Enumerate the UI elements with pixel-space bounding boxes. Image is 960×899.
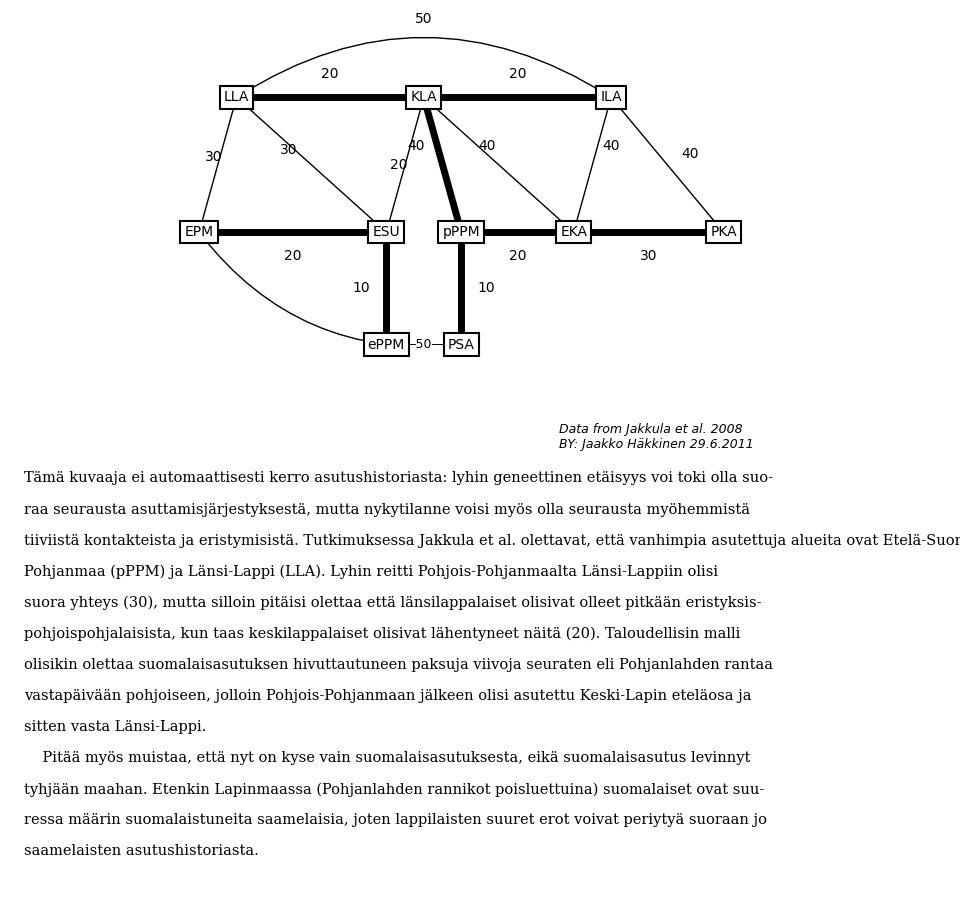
Text: 30: 30 [205,150,223,165]
Text: 40: 40 [681,147,699,161]
Text: 30: 30 [280,143,298,156]
Text: sitten vasta Länsi-Lappi.: sitten vasta Länsi-Lappi. [24,720,206,734]
Text: 40: 40 [479,139,496,153]
Text: saamelaisten asutushistoriasta.: saamelaisten asutushistoriasta. [24,844,259,859]
Text: ILA: ILA [600,91,622,104]
Text: tiiviistä kontakteista ja eristymisistä. Tutkimuksessa Jakkula et al. olettavat,: tiiviistä kontakteista ja eristymisistä.… [24,534,960,548]
Text: suora yhteys (30), mutta silloin pitäisi olettaa että länsilappalaiset olisivat : suora yhteys (30), mutta silloin pitäisi… [24,596,761,610]
Text: vastapäivään pohjoiseen, jolloin Pohjois-Pohjanmaan jälkeen olisi asutettu Keski: vastapäivään pohjoiseen, jolloin Pohjois… [24,689,752,703]
Text: raa seurausta asuttamisjärjestyksestä, mutta nykytilanne voisi myös olla seuraus: raa seurausta asuttamisjärjestyksestä, m… [24,503,750,517]
Text: KLA: KLA [411,91,437,104]
Text: pohjoispohjalaisista, kun taas keskilappalaiset olisivat lähentyneet näitä (20).: pohjoispohjalaisista, kun taas keskilapp… [24,627,740,641]
Text: PKA: PKA [710,226,736,239]
Text: pPPM: pPPM [443,226,480,239]
Text: 30: 30 [639,249,658,263]
Text: 20: 20 [390,158,407,172]
Text: 40: 40 [408,139,425,153]
Text: ePPM: ePPM [368,338,405,352]
Text: Tämä kuvaaja ei automaattisesti kerro asutushistoriasta: lyhin geneettinen etäis: Tämä kuvaaja ei automaattisesti kerro as… [24,471,773,485]
Text: Pohjanmaa (pPPM) ja Länsi-Lappi (LLA). Lyhin reitti Pohjois-Pohjanmaalta Länsi-L: Pohjanmaa (pPPM) ja Länsi-Lappi (LLA). L… [24,565,718,579]
Text: 20: 20 [322,67,339,81]
Text: —50—: —50— [403,338,444,352]
Text: EPM: EPM [184,226,214,239]
Text: 50: 50 [415,12,433,26]
Text: PSA: PSA [447,338,474,352]
Text: 10: 10 [352,281,370,296]
Text: olisikin olettaa suomalaisasutuksen hivuttautuneen paksuja viivoja seuraten eli : olisikin olettaa suomalaisasutuksen hivu… [24,658,773,672]
Text: Pitää myös muistaa, että nyt on kyse vain suomalaisasutuksesta, eikä suomalaisas: Pitää myös muistaa, että nyt on kyse vai… [24,751,751,765]
Text: 20: 20 [284,249,301,263]
Text: 20: 20 [509,249,526,263]
Text: tyhjään maahan. Etenkin Lapinmaassa (Pohjanlahden rannikot poisluettuina) suomal: tyhjään maahan. Etenkin Lapinmaassa (Poh… [24,782,764,797]
Text: ESU: ESU [372,226,400,239]
Text: 10: 10 [478,281,495,296]
Text: LLA: LLA [224,91,250,104]
Text: ressa määrin suomalaistuneita saamelaisia, joten lappilaisten suuret erot voivat: ressa määrin suomalaistuneita saamelaisi… [24,814,767,827]
Text: Data from Jakkula et al. 2008
BY: Jaakko Häkkinen 29.6.2011: Data from Jakkula et al. 2008 BY: Jaakko… [559,423,754,451]
Text: 20: 20 [509,67,526,81]
Text: EKA: EKA [560,226,588,239]
Text: 40: 40 [602,139,620,153]
